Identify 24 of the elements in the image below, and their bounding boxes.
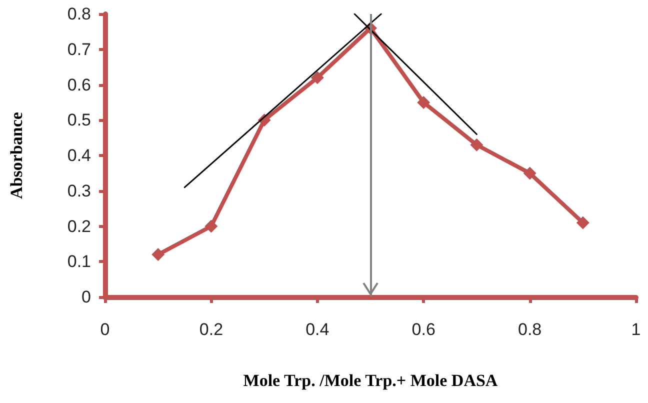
point [470, 138, 484, 152]
y-tick-label: 0.1 [67, 252, 91, 272]
y-axis-title: Absorbance [7, 112, 26, 199]
x-tick-label: 0.2 [199, 320, 224, 339]
y-tick-label: 0.4 [67, 146, 91, 165]
y-tick-label: 0.6 [67, 75, 91, 94]
x-tick-label: 0.6 [412, 320, 436, 339]
y-tick-label: 0.7 [67, 40, 91, 59]
y-tick-label: 0 [82, 288, 91, 306]
x-axis-title: Mole Trp. /Mole Trp.+ Mole DASA [243, 371, 498, 390]
point [576, 216, 590, 230]
y-tick-label: 0.5 [67, 110, 91, 130]
point [204, 220, 218, 233]
x-tick-label: 0.8 [518, 320, 542, 339]
x-tick-label: 0 [100, 320, 110, 339]
y-tick-label: 0.2 [67, 216, 91, 236]
point [310, 71, 324, 84]
x-tick-label: 1 [631, 320, 641, 339]
point [523, 166, 536, 180]
y-tick-label: 0.3 [67, 181, 91, 200]
x-tick-label: 0.4 [306, 320, 330, 339]
y-tick-label: 0.8 [67, 4, 91, 24]
point [152, 248, 165, 262]
point [417, 96, 430, 109]
